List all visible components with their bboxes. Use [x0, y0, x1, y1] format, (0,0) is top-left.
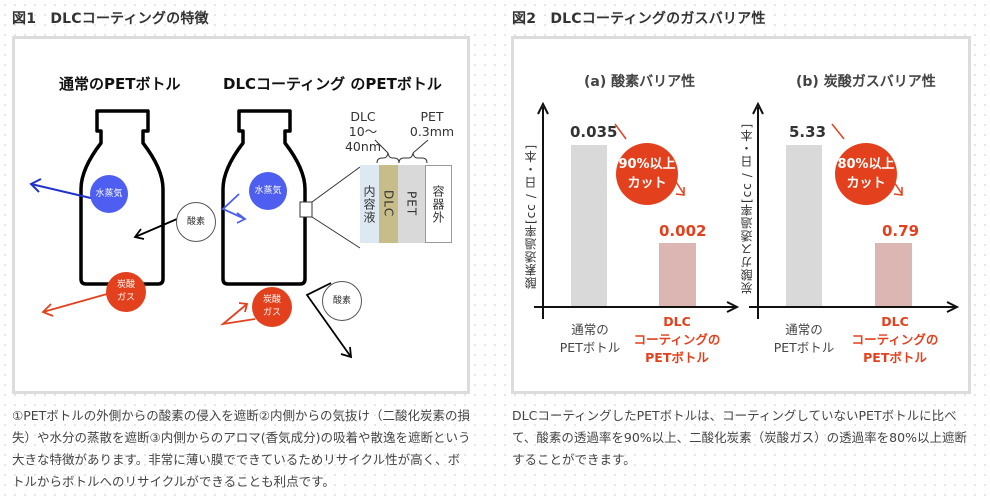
chart-b-xcat-normal: 通常の PETボトル	[766, 321, 842, 357]
pet-thickness-value: 0.3mm	[409, 124, 455, 139]
dlc-thickness-name: DLC	[350, 109, 376, 124]
chart-a-xcat-normal: 通常の PETボトル	[552, 321, 628, 357]
chart-b-bar-normal	[786, 145, 822, 306]
chart-a-reduction-badge: 90%以上 カット	[616, 143, 678, 205]
chart-a-bar-dlc	[659, 243, 696, 306]
xcat-line: PETボトル	[863, 350, 927, 365]
normal-bottle-outline	[79, 109, 165, 286]
chart-b-reduction-cut: カット	[846, 176, 886, 191]
chart-b-reduction-badge: 80%以上 カット	[835, 143, 897, 205]
chart-b-value-normal: 5.33	[789, 123, 827, 141]
pet-thickness-label: PET 0.3mm	[407, 109, 457, 139]
carbonic-gas-label-1: 炭酸	[262, 295, 281, 305]
dlc-bottle-outline	[221, 109, 307, 286]
oxygen-molecule: 酸素	[176, 202, 216, 242]
layer-cross-section: 内容液 DLC PET 容器外	[360, 165, 452, 243]
xcat-line: 通常の	[785, 322, 823, 337]
chart-b-title: (b) 炭酸ガスバリア性	[796, 74, 936, 90]
layer-content-liquid: 内容液	[360, 165, 379, 243]
oxygen-molecule-dlc: 酸素	[322, 281, 362, 321]
xcat-line: DLC	[881, 314, 909, 329]
carbonic-gas-label-2: ガス	[262, 308, 281, 318]
chart-b-xcat-dlc: DLC コーティングの PETボトル	[850, 313, 940, 367]
chart-b-reduction-pct: 80%以上	[837, 157, 895, 172]
carbonic-gas-molecule: 炭酸 ガス	[106, 272, 146, 312]
water-vapor-label: 水蒸気	[95, 188, 123, 199]
xcat-line: コーティングの	[633, 332, 721, 347]
carbonic-gas-label-1: 炭酸	[116, 280, 135, 290]
xcat-line: コーティングの	[851, 332, 939, 347]
water-vapor-molecule-dlc: 水蒸気	[249, 172, 287, 210]
layer-outside: 容器外	[425, 165, 452, 243]
dlc-thickness-label: DLC 10〜40nm	[333, 109, 393, 154]
oxygen-label: 酸素	[332, 295, 351, 306]
xcat-line: PETボトル	[559, 340, 621, 355]
chart-a-ylabel: 酸素透過率[cc / 日・本]	[524, 143, 538, 289]
figure1-frame: 通常のPETボトル DLCコーティング のPETボトル 水蒸気 酸素 炭酸 ガス…	[12, 36, 470, 394]
oxygen-label: 酸素	[186, 216, 205, 227]
chart-b-value-dlc: 0.79	[882, 222, 920, 240]
water-vapor-label: 水蒸気	[254, 185, 282, 196]
dlc-bottle-title: DLCコーティング のPETボトル	[223, 75, 442, 93]
chart-a-xcat-dlc: DLC コーティングの PETボトル	[632, 313, 722, 367]
figure1-title: 図1 DLCコーティングの特徴	[12, 11, 209, 27]
xcat-line: PETボトル	[773, 340, 835, 355]
carbonic-gas-molecule-dlc: 炭酸 ガス	[252, 287, 292, 327]
carbonic-gas-label-2: ガス	[116, 293, 135, 303]
figure2-title: 図2 DLCコーティングのガスバリア性	[512, 11, 766, 27]
chart-a-bar-normal	[571, 145, 607, 306]
xcat-line: DLC	[663, 314, 691, 329]
chart-a-reduction-cut: カット	[627, 176, 667, 191]
normal-bottle-title: 通常のPETボトル	[59, 75, 181, 93]
xcat-line: PETボトル	[645, 350, 709, 365]
layer-dlc: DLC	[379, 165, 398, 243]
chart-axes	[534, 101, 960, 319]
chart-a-value-dlc: 0.002	[659, 222, 707, 240]
layer-pet: PET	[398, 165, 425, 243]
chart-a-reduction-pct: 90%以上	[618, 157, 676, 172]
figure2-frame: (a) 酸素バリア性 酸素透過率[cc / 日・本] 0.035 0.002 9…	[511, 36, 971, 394]
pet-thickness-name: PET	[420, 109, 444, 124]
dlc-thickness-value: 10〜40nm	[344, 124, 381, 154]
chart-a-value-normal: 0.035	[570, 123, 618, 141]
xcat-line: 通常の	[571, 322, 609, 337]
figure2-caption: DLCコーティングしたPETボトルは、コーティングしていないPETボトルに比べて…	[512, 408, 967, 467]
figure1-caption: ①PETボトルの外側からの酸素の侵入を遮断②内側からの気抜け（二酸化炭素の損失）…	[12, 408, 471, 489]
water-vapor-molecule: 水蒸気	[90, 175, 128, 213]
chart-b-ylabel: 炭酸ガス透過率[cc / 日・本]	[740, 122, 754, 294]
chart-a-title: (a) 酸素バリア性	[584, 74, 696, 90]
bottles-illustration	[29, 109, 429, 359]
chart-b-bar-dlc	[875, 243, 912, 306]
